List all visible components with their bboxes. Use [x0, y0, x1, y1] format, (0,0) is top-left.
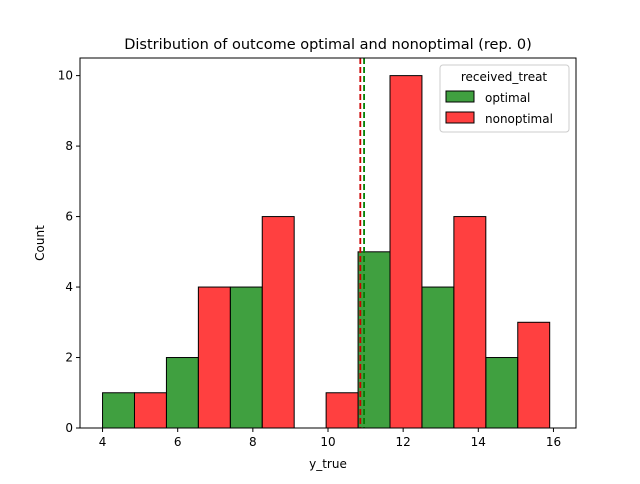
- bar-optimal: [421, 286, 455, 429]
- mean-lines-layer: [359, 58, 365, 428]
- y-tick-label: 0: [65, 421, 73, 435]
- bar-nonoptimal: [453, 216, 487, 429]
- legend-label-nonoptimal: nonoptimal: [485, 112, 553, 126]
- y-axis-ticks: 0 2 4 6 8 10: [58, 69, 80, 435]
- x-axis-label: y_true: [309, 457, 347, 471]
- legend-title: received_treat: [461, 70, 548, 84]
- y-tick-label: 2: [65, 351, 73, 365]
- x-tick-label: 4: [99, 435, 107, 449]
- bar-nonoptimal: [197, 286, 231, 429]
- bar-optimal: [165, 357, 199, 429]
- x-tick-label: 10: [320, 435, 335, 449]
- y-tick-label: 8: [65, 139, 73, 153]
- bar-nonoptimal: [389, 75, 423, 429]
- bar-optimal: [102, 392, 135, 429]
- bar-optimal: [357, 251, 391, 429]
- legend: received_treat optimal nonoptimal: [439, 64, 570, 133]
- bar-optimal: [485, 357, 519, 429]
- bar-nonoptimal: [325, 392, 359, 429]
- bar-nonoptimal: [517, 321, 551, 429]
- x-tick-label: 8: [249, 435, 257, 449]
- y-axis-label: Count: [33, 225, 47, 261]
- x-tick-label: 12: [396, 435, 411, 449]
- bar-nonoptimal: [133, 392, 167, 429]
- legend-swatch-nonoptimal: [445, 111, 475, 124]
- x-tick-label: 6: [174, 435, 182, 449]
- x-tick-label: 16: [546, 435, 561, 449]
- x-axis-ticks: 4 6 8 10 12 14 16: [99, 428, 561, 449]
- chart-title: Distribution of outcome optimal and nono…: [124, 37, 532, 53]
- y-tick-label: 6: [65, 210, 73, 224]
- legend-label-optimal: optimal: [485, 91, 530, 105]
- legend-swatch-optimal: [445, 90, 475, 103]
- y-tick-label: 10: [58, 69, 73, 83]
- y-tick-label: 4: [65, 280, 73, 294]
- bar-optimal: [229, 286, 263, 429]
- x-tick-label: 14: [471, 435, 486, 449]
- bar-nonoptimal: [261, 216, 295, 429]
